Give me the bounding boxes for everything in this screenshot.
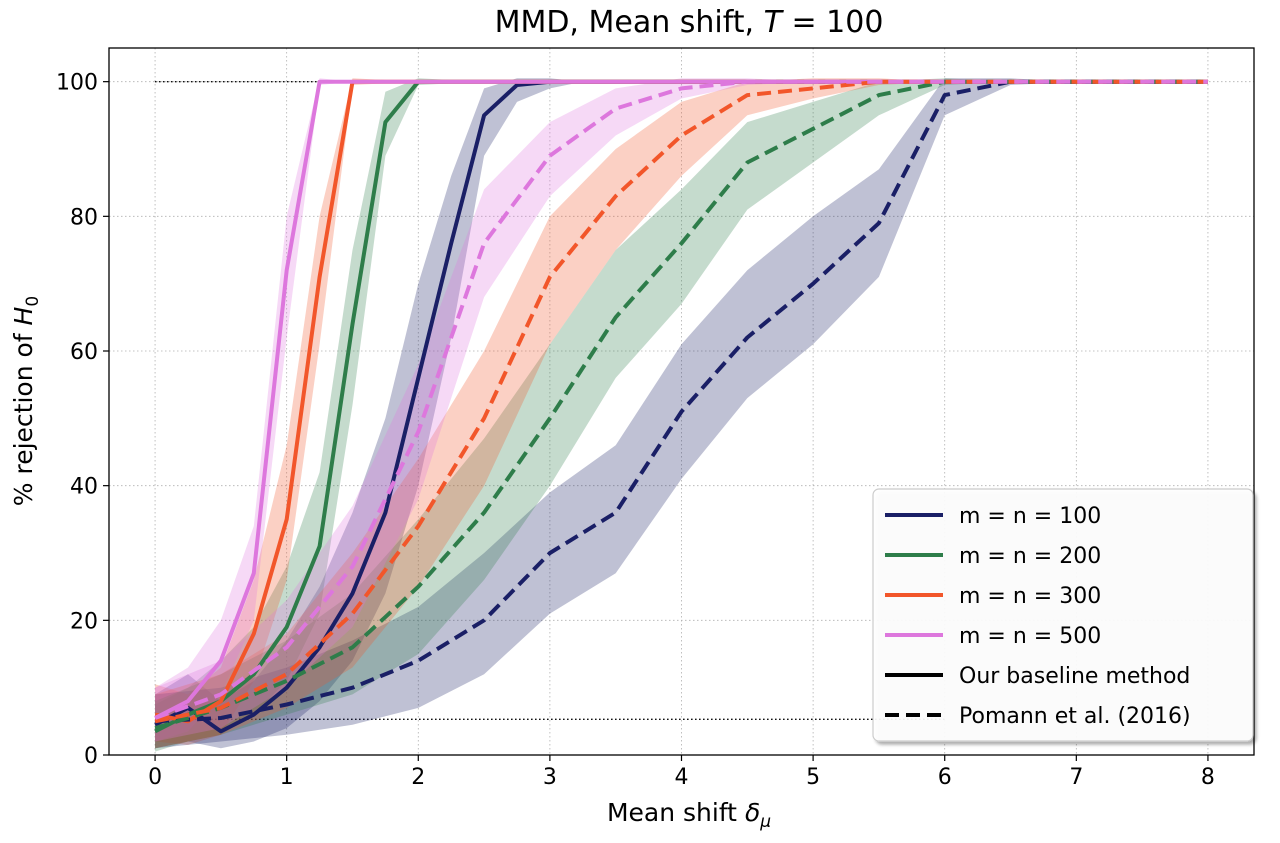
chart-title: MMD, Mean shift, T = 100 bbox=[495, 5, 884, 40]
band-m-n-200-pomann-et-al-2016 bbox=[155, 78, 1208, 749]
y-tick-label: 40 bbox=[70, 475, 98, 500]
legend-label-m-n-300: m = n = 300 bbox=[959, 584, 1101, 609]
band-m-n-100-our-baseline-method bbox=[155, 78, 1208, 749]
x-tick-label: 8 bbox=[1201, 765, 1215, 790]
line-m-n-300-pomann-et-al-2016 bbox=[154, 79, 1208, 724]
legend-box bbox=[872, 488, 1254, 742]
legend-label-m-n-500: m = n = 500 bbox=[959, 624, 1101, 649]
legend-label-m-n-200: m = n = 200 bbox=[959, 544, 1101, 569]
y-tick-label: 80 bbox=[70, 205, 98, 230]
band-m-n-500-pomann-et-al-2016 bbox=[155, 78, 1208, 742]
line-m-n-500-pomann-et-al-2016 bbox=[154, 79, 1208, 720]
x-tick-label: 0 bbox=[148, 765, 162, 790]
x-tick-label: 3 bbox=[543, 765, 557, 790]
y-tick-label: 100 bbox=[56, 71, 98, 96]
y-tick-label: 20 bbox=[70, 609, 98, 634]
x-tick-label: 5 bbox=[806, 765, 820, 790]
legend-label-pomann-et-al-2016: Pomann et al. (2016) bbox=[959, 704, 1191, 729]
y-axis-label: % rejection of H0 bbox=[9, 296, 43, 506]
x-tick-label: 6 bbox=[938, 765, 952, 790]
series-lines bbox=[154, 79, 1208, 734]
y-tick-label: 0 bbox=[84, 744, 98, 769]
x-tick-label: 2 bbox=[411, 765, 425, 790]
x-tick-label: 1 bbox=[280, 765, 294, 790]
band-m-n-300-pomann-et-al-2016 bbox=[155, 78, 1208, 749]
legend-label-our-baseline-method: Our baseline method bbox=[959, 664, 1190, 689]
legend: m = n = 100 m = n = 200 m = n = 300 m = n =… bbox=[872, 488, 1254, 742]
band-m-n-200-our-baseline-method bbox=[155, 78, 1208, 752]
x-axis-label: Mean shift δμ bbox=[607, 798, 771, 832]
x-tick-label: 4 bbox=[675, 765, 689, 790]
legend-label-m-n-100: m = n = 100 bbox=[959, 504, 1101, 529]
x-tick-label: 7 bbox=[1069, 765, 1083, 790]
y-tick-label: 60 bbox=[70, 340, 98, 365]
